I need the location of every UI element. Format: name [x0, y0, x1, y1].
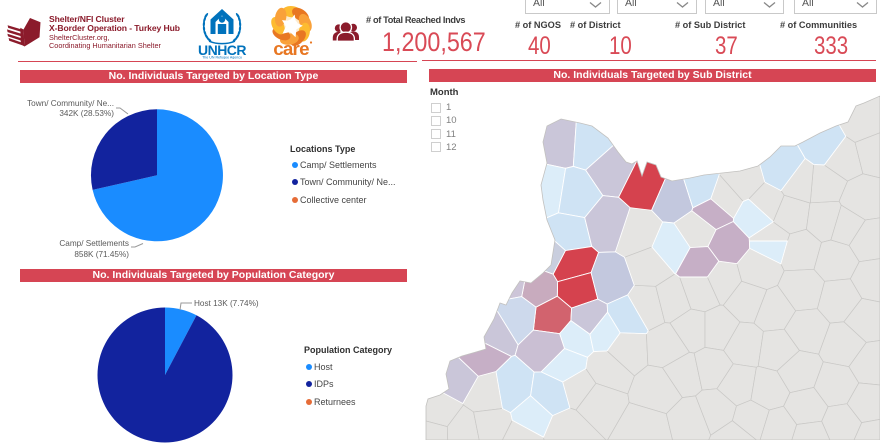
svg-text:UNHCR: UNHCR: [198, 42, 246, 58]
svg-text:care: care: [273, 38, 309, 59]
svg-text:The UN Refugee Agency: The UN Refugee Agency: [202, 56, 242, 60]
